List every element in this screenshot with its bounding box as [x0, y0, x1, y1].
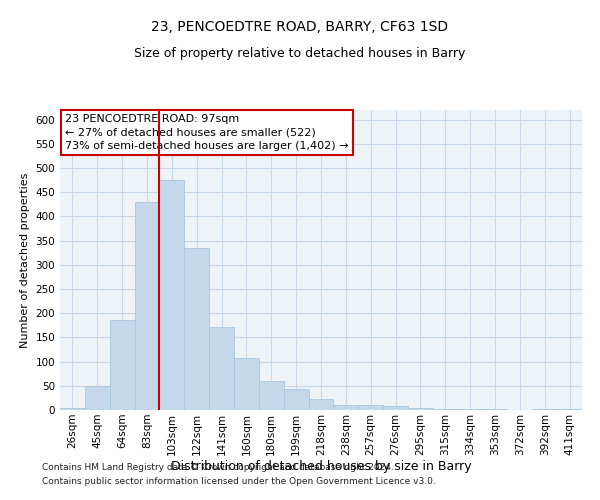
Text: Contains HM Land Registry data © Crown copyright and database right 2024.: Contains HM Land Registry data © Crown c… — [42, 464, 394, 472]
Bar — [60, 408, 85, 410]
Bar — [85, 386, 110, 410]
Bar — [259, 381, 284, 410]
Bar — [433, 408, 458, 410]
Y-axis label: Number of detached properties: Number of detached properties — [20, 172, 30, 348]
Bar — [134, 202, 160, 410]
Bar — [408, 408, 433, 410]
Bar — [308, 400, 334, 410]
Bar — [334, 405, 358, 410]
Bar — [458, 409, 482, 410]
Text: Size of property relative to detached houses in Barry: Size of property relative to detached ho… — [134, 48, 466, 60]
Bar — [110, 320, 134, 410]
Text: Contains public sector information licensed under the Open Government Licence v3: Contains public sector information licen… — [42, 477, 436, 486]
Bar — [557, 408, 582, 410]
Bar — [209, 327, 234, 410]
Text: 23, PENCOEDTRE ROAD, BARRY, CF63 1SD: 23, PENCOEDTRE ROAD, BARRY, CF63 1SD — [151, 20, 449, 34]
X-axis label: Distribution of detached houses by size in Barry: Distribution of detached houses by size … — [170, 460, 472, 473]
Bar — [234, 358, 259, 410]
Text: 23 PENCOEDTRE ROAD: 97sqm
← 27% of detached houses are smaller (522)
73% of semi: 23 PENCOEDTRE ROAD: 97sqm ← 27% of detac… — [65, 114, 349, 151]
Bar — [284, 389, 308, 410]
Bar — [482, 409, 508, 410]
Bar — [383, 406, 408, 410]
Bar — [358, 405, 383, 410]
Bar — [184, 248, 209, 410]
Bar — [532, 409, 557, 410]
Bar — [160, 180, 184, 410]
